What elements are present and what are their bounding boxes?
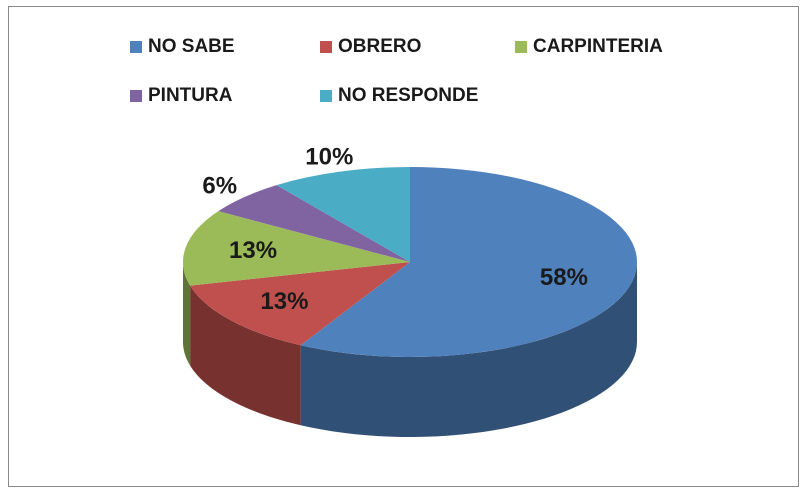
pie-side xyxy=(300,262,637,437)
data-label: 10% xyxy=(305,143,353,170)
pie-side xyxy=(190,285,301,426)
data-label: 6% xyxy=(202,173,237,200)
legend-swatch xyxy=(130,90,142,102)
legend-label: OBRERO xyxy=(338,36,421,57)
legend-label: CARPINTERIA xyxy=(533,36,663,57)
legend-swatch xyxy=(515,41,527,53)
pie-slice xyxy=(218,185,410,262)
legend-label: NO SABE xyxy=(148,36,235,57)
legend-swatch xyxy=(130,41,142,53)
pie-slice xyxy=(182,211,410,286)
data-label: 13% xyxy=(260,288,308,315)
legend-label: NO RESPONDE xyxy=(338,85,478,106)
pie-slice xyxy=(276,167,410,262)
data-label: 13% xyxy=(229,237,277,264)
pie-side xyxy=(183,262,191,366)
data-label: 58% xyxy=(540,264,588,291)
pie-slice xyxy=(190,262,410,346)
legend-swatch xyxy=(320,41,332,53)
legend-label: PINTURA xyxy=(148,85,233,106)
pie-slice xyxy=(300,167,637,357)
legend-swatch xyxy=(320,90,332,102)
